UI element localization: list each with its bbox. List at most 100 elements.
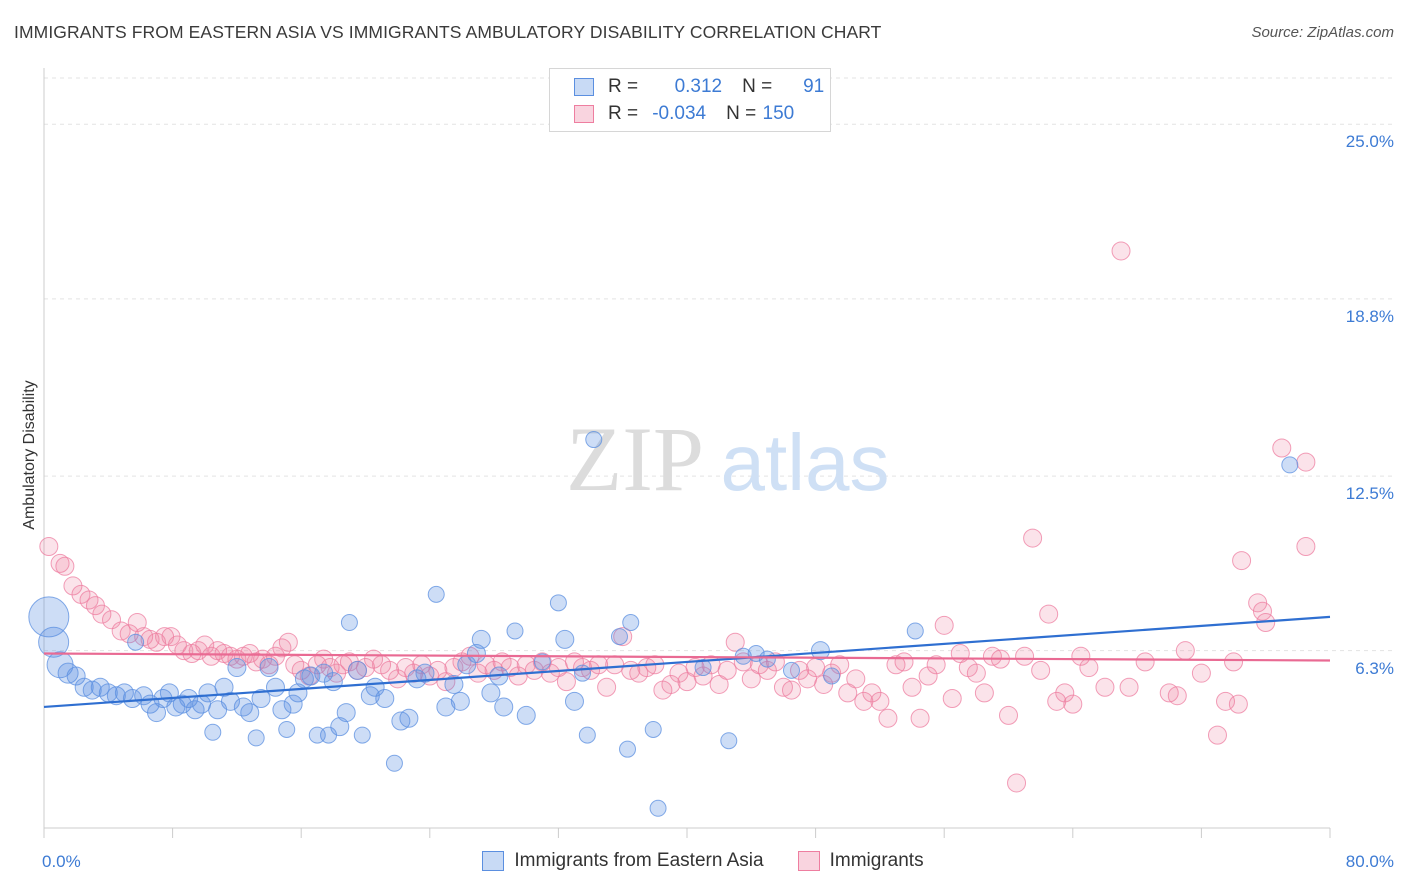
- point-immigrants: [934, 615, 954, 635]
- y-tick-label: 12.5%: [1345, 484, 1394, 504]
- point-eastern-asia: [610, 628, 628, 646]
- point-eastern-asia: [471, 629, 491, 649]
- point-immigrants: [717, 660, 737, 680]
- point-immigrants: [999, 705, 1018, 725]
- point-eastern-asia: [549, 594, 567, 612]
- point-immigrants: [380, 660, 400, 680]
- point-immigrants: [918, 666, 938, 686]
- point-immigrants: [111, 621, 131, 641]
- legend-label: Immigrants: [829, 850, 924, 871]
- point-eastern-asia: [1281, 456, 1299, 474]
- point-immigrants: [878, 708, 898, 728]
- point-eastern-asia: [375, 689, 395, 709]
- point-immigrants: [822, 663, 842, 683]
- point-eastern-asia: [38, 626, 70, 658]
- point-eastern-asia: [57, 662, 79, 684]
- grid-lines: [44, 77, 1395, 652]
- point-eastern-asia: [427, 585, 445, 603]
- point-immigrants: [1071, 646, 1091, 666]
- legend-swatch-blue: [482, 851, 505, 871]
- point-eastern-asia: [694, 659, 712, 677]
- point-eastern-asia: [450, 691, 470, 711]
- point-immigrants: [1039, 604, 1059, 624]
- point-immigrants: [1015, 646, 1035, 666]
- point-immigrants: [926, 655, 946, 675]
- point-eastern-asia: [906, 622, 924, 640]
- point-eastern-asia: [444, 674, 464, 694]
- point-immigrants: [886, 655, 906, 675]
- point-immigrants: [1232, 551, 1252, 571]
- point-eastern-asia: [74, 677, 94, 697]
- point-eastern-asia: [494, 697, 514, 717]
- point-immigrants: [1296, 537, 1316, 557]
- point-eastern-asia: [247, 729, 265, 747]
- point-immigrants: [870, 691, 890, 711]
- point-eastern-asia: [82, 680, 102, 700]
- point-eastern-asia: [415, 663, 435, 683]
- point-eastern-asia: [533, 653, 551, 671]
- source-label: Source: ZipAtlas.com: [1251, 24, 1394, 41]
- point-immigrants: [92, 604, 112, 624]
- point-immigrants: [102, 610, 122, 630]
- r-label: R =: [608, 103, 639, 124]
- point-eastern-asia: [564, 691, 584, 711]
- point-eastern-asia: [314, 663, 334, 683]
- point-immigrants: [1191, 663, 1211, 683]
- point-eastern-asia: [555, 629, 575, 649]
- point-immigrants: [1119, 677, 1139, 697]
- point-immigrants: [1296, 452, 1316, 472]
- point-immigrants: [942, 689, 962, 709]
- y-tick-label: 25.0%: [1345, 132, 1394, 152]
- point-immigrants: [1095, 677, 1115, 697]
- point-eastern-asia: [122, 689, 142, 709]
- x-tick-label: 80.0%: [1345, 852, 1394, 871]
- point-eastern-asia: [810, 641, 830, 661]
- point-eastern-asia: [220, 691, 240, 711]
- point-immigrants: [982, 646, 1002, 666]
- point-immigrants: [1228, 694, 1248, 714]
- point-immigrants: [725, 632, 745, 652]
- point-eastern-asia: [251, 689, 271, 709]
- point-eastern-asia: [198, 683, 218, 703]
- point-immigrants: [278, 632, 298, 652]
- point-immigrants: [741, 669, 761, 689]
- point-eastern-asia: [330, 717, 350, 737]
- n-value: 91: [803, 76, 825, 97]
- point-eastern-asia: [823, 667, 841, 685]
- point-eastern-asia: [622, 614, 640, 632]
- trend-lines: [43, 615, 1331, 709]
- point-immigrants: [55, 556, 75, 576]
- point-eastern-asia: [340, 614, 358, 632]
- legend-item-immigrants[interactable]: Immigrants: [797, 850, 924, 872]
- point-eastern-asia: [336, 703, 356, 723]
- point-immigrants: [1031, 660, 1051, 680]
- point-immigrants: [63, 576, 83, 596]
- point-eastern-asia: [127, 633, 145, 651]
- point-immigrants: [404, 663, 424, 683]
- point-immigrants: [1079, 658, 1099, 678]
- point-eastern-asia: [720, 732, 738, 750]
- legend-item-eastern-asia[interactable]: Immigrants from Eastern Asia: [482, 850, 764, 872]
- point-eastern-asia: [66, 666, 86, 686]
- point-immigrants: [1167, 686, 1187, 706]
- point-immigrants: [1023, 528, 1043, 548]
- point-immigrants: [597, 677, 617, 697]
- n-value: 150: [762, 103, 795, 124]
- point-immigrants: [1224, 652, 1244, 672]
- stats-box: R = 0.312 N = 91 R = -0.034 N = 150: [549, 68, 831, 132]
- point-eastern-asia: [619, 740, 637, 758]
- point-immigrants: [894, 652, 914, 672]
- point-immigrants: [1047, 691, 1067, 711]
- point-eastern-asia: [399, 708, 419, 728]
- point-eastern-asia: [481, 683, 501, 703]
- x-tick-label: 0.0%: [42, 852, 81, 871]
- point-immigrants: [436, 672, 456, 692]
- point-eastern-asia: [259, 658, 279, 678]
- point-immigrants: [838, 683, 858, 703]
- point-immigrants: [39, 537, 59, 557]
- point-immigrants: [773, 677, 793, 697]
- stats-row-eastern-asia: R = 0.312 N = 91: [574, 74, 824, 100]
- point-eastern-asia: [758, 650, 776, 668]
- r-value: -0.034: [652, 103, 707, 124]
- point-immigrants: [1252, 601, 1272, 621]
